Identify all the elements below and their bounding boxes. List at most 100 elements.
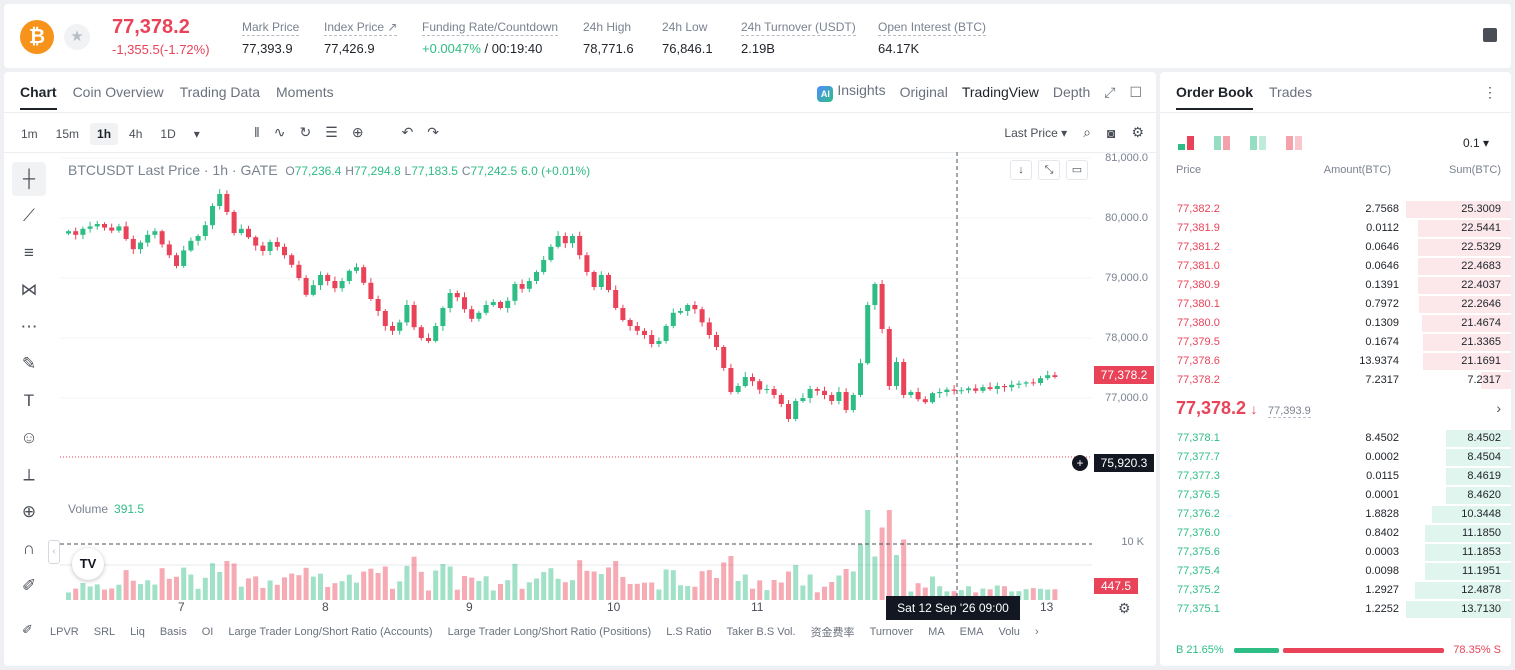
bid-row[interactable]: 77,376.5 0.0001 8.4620	[1160, 486, 1511, 505]
add-alert-icon[interactable]: ⊕	[351, 124, 364, 140]
candlestick-chart[interactable]	[60, 152, 1092, 600]
tab-depth[interactable]: Depth	[1052, 84, 1091, 100]
bid-row[interactable]: 77,377.3 0.0115 8.4619	[1160, 467, 1511, 486]
collapse-icon[interactable]: ⤡	[1038, 160, 1060, 180]
indicator-ls-ratio[interactable]: L.S Ratio	[666, 626, 712, 638]
bid-row[interactable]: 77,375.2 1.2927 12.4878	[1160, 581, 1511, 600]
ask-row[interactable]: 77,381.0 0.0646 22.4683	[1160, 257, 1511, 276]
bid-row[interactable]: 77,376.2 1.8828 10.3448	[1160, 505, 1511, 524]
bid-row[interactable]: 77,375.6 0.0003 11.1853	[1160, 543, 1511, 562]
indicator-taker-vol[interactable]: Taker B.S Vol.	[726, 626, 796, 638]
tradingview-logo[interactable]: TV	[72, 548, 104, 580]
stat-index-price[interactable]: Index Price ↗ 77,426.9	[324, 20, 398, 56]
ask-row[interactable]: 77,380.9 0.1391 22.4037	[1160, 276, 1511, 295]
indicator-srl[interactable]: SRL	[93, 626, 116, 638]
redo-icon[interactable]: ↷	[427, 124, 440, 140]
bid-row[interactable]: 77,377.7 0.0002 8.4504	[1160, 448, 1511, 467]
indicator-ls-positions[interactable]: Large Trader Long/Short Ratio (Positions…	[447, 626, 652, 638]
candle-body	[620, 308, 626, 320]
interval-4h[interactable]: 4h	[129, 127, 143, 141]
ask-row[interactable]: 77,378.6 13.9374 21.1691	[1160, 352, 1511, 371]
tab-moments[interactable]: Moments	[276, 84, 334, 100]
grouped-icon[interactable]	[1286, 136, 1302, 150]
stat-mark-price[interactable]: Mark Price 77,393.9	[242, 20, 300, 56]
ruler-icon[interactable]: ⟂	[23, 465, 35, 484]
asks-only-icon[interactable]	[1250, 136, 1266, 150]
interval-1m[interactable]: 1m	[21, 127, 38, 141]
trend-line-icon[interactable]: ⟋	[23, 206, 35, 225]
tab-tradingview[interactable]: TradingView	[961, 84, 1039, 100]
brush-icon[interactable]: ✎	[21, 354, 37, 373]
bid-row[interactable]: 77,378.1 8.4502 8.4502	[1160, 429, 1511, 448]
chevron-right-icon[interactable]: ›	[1496, 400, 1501, 416]
indicator-oi[interactable]: OI	[201, 626, 214, 638]
indicator-volume[interactable]: Volu	[998, 626, 1020, 638]
book-icon[interactable]	[1483, 28, 1497, 42]
interval-1h[interactable]: 1h	[90, 123, 119, 145]
text-icon[interactable]: T	[23, 391, 35, 410]
tab-coin-overview[interactable]: Coin Overview	[72, 84, 164, 100]
fib-icon[interactable]: ⋯	[20, 317, 38, 336]
indicator-ema[interactable]: EMA	[959, 626, 984, 638]
tab-insights[interactable]: AI Insights	[817, 82, 886, 102]
indicator-basis[interactable]: Basis	[159, 626, 187, 638]
horizontal-lines-icon[interactable]: ≡	[24, 243, 34, 262]
indicator-lpvr[interactable]: LPVR	[50, 626, 79, 638]
bid-row[interactable]: 77,375.1 1.2252 13.7130	[1160, 600, 1511, 619]
indicator-funding[interactable]: 资金费率	[810, 627, 855, 639]
chevron-down-icon[interactable]: ▾	[193, 127, 200, 141]
emoji-icon[interactable]: ☺	[20, 428, 38, 447]
bids-only-icon[interactable]	[1214, 136, 1230, 150]
add-order-icon[interactable]: +	[1072, 455, 1088, 471]
tab-trades[interactable]: Trades	[1269, 84, 1313, 100]
chevron-right-icon[interactable]: ›	[1034, 626, 1039, 638]
interval-1d[interactable]: 1D	[160, 127, 176, 141]
expand-icon[interactable]: ⤢	[1104, 83, 1116, 100]
edit-icon[interactable]: ✐	[22, 622, 33, 637]
favorite-star-icon[interactable]: ★	[64, 24, 90, 50]
window-icon[interactable]: ☐	[1129, 83, 1142, 100]
search-icon[interactable]: ⌕	[1083, 124, 1091, 140]
ask-row[interactable]: 77,382.2 2.7568 25.3009	[1160, 200, 1511, 219]
arrow-down-icon[interactable]: ↓	[1010, 160, 1032, 180]
crosshair-icon[interactable]: ┼	[12, 162, 46, 196]
indicator-ls-accounts[interactable]: Large Trader Long/Short Ratio (Accounts)	[228, 626, 433, 638]
tab-order-book[interactable]: Order Book	[1176, 84, 1254, 110]
more-icon[interactable]: ⋮	[1483, 84, 1497, 100]
bid-row[interactable]: 77,376.0 0.8402 11.1850	[1160, 524, 1511, 543]
ask-row[interactable]: 77,381.9 0.0112 22.5441	[1160, 219, 1511, 238]
tab-trading-data[interactable]: Trading Data	[179, 84, 261, 100]
pencil-icon[interactable]: ✐	[21, 576, 37, 595]
indicator-icon[interactable]: ∿	[273, 124, 286, 140]
candle-body	[656, 341, 662, 344]
tab-chart[interactable]: Chart	[20, 84, 57, 110]
precision-select[interactable]: 0.1 ▾	[1462, 136, 1489, 150]
indicator-ma[interactable]: MA	[928, 626, 945, 638]
ask-row[interactable]: 77,379.5 0.1674 21.3365	[1160, 333, 1511, 352]
camera-icon[interactable]: ◙	[1106, 124, 1116, 141]
ask-row[interactable]: 77,380.1 0.7972 22.2646	[1160, 295, 1511, 314]
price-type-select[interactable]: Last Price ▾	[1004, 125, 1068, 140]
undo-icon[interactable]: ↶	[401, 124, 414, 140]
ask-row[interactable]: 77,380.0 0.1309 21.4674	[1160, 314, 1511, 333]
pattern-icon[interactable]: ⋈	[20, 280, 38, 299]
both-sides-icon[interactable]	[1178, 136, 1194, 150]
stat-funding-rate[interactable]: Funding Rate/Countdown +0.0047% / 00:19:4…	[422, 20, 559, 56]
tab-original[interactable]: Original	[899, 84, 948, 100]
indicator-turnover[interactable]: Turnover	[869, 626, 914, 638]
replay-icon[interactable]: ↻	[299, 124, 312, 140]
collapse-toolbar-icon[interactable]: ‹	[48, 540, 60, 564]
interval-15m[interactable]: 15m	[55, 127, 80, 141]
fullscreen-icon[interactable]: ▭	[1066, 160, 1088, 180]
settings-icon[interactable]: ⚙	[1118, 600, 1131, 616]
ask-row[interactable]: 77,381.2 0.0646 22.5329	[1160, 238, 1511, 257]
zoom-in-icon[interactable]: ⊕	[21, 502, 37, 521]
template-icon[interactable]: ☰	[325, 124, 338, 140]
stat-open-interest[interactable]: Open Interest (BTC) 64.17K	[878, 20, 987, 56]
candle-type-icon[interactable]: ǁ	[254, 124, 260, 140]
bid-row[interactable]: 77,375.4 0.0098 11.1951	[1160, 562, 1511, 581]
ask-row[interactable]: 77,378.2 7.2317 7.2317	[1160, 371, 1511, 390]
magnet-icon[interactable]: ∩	[22, 539, 36, 558]
indicator-liq[interactable]: Liq	[130, 626, 145, 638]
gear-icon[interactable]: ⚙	[1131, 124, 1144, 140]
